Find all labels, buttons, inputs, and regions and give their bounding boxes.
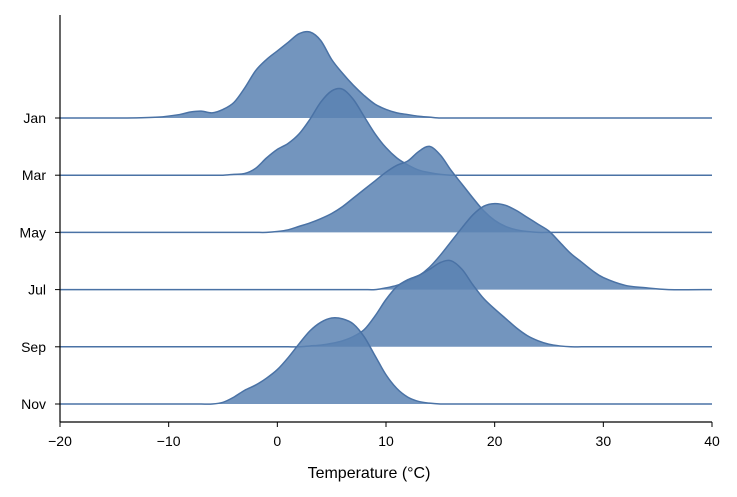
x-tick-label: 10 [378, 433, 394, 449]
ridge-mar [60, 87, 712, 177]
ridge-line-sep [60, 259, 712, 348]
x-tick-label: 40 [704, 433, 720, 449]
y-tick-label-sep: Sep [21, 339, 46, 355]
ridge-line-jul [60, 202, 713, 291]
ridge-area-jan [60, 31, 712, 119]
ridge-may [60, 145, 712, 234]
ridge-area-sep [60, 260, 712, 347]
ridge-area-nov [60, 317, 712, 405]
y-tick-label-nov: Nov [21, 396, 46, 412]
ridge-line-nov [59, 317, 712, 405]
ridge-jul [60, 202, 713, 291]
x-tick-label: −10 [157, 433, 181, 449]
ridge-line-mar [60, 87, 712, 177]
ridge-line-jan [59, 30, 712, 119]
y-tick-label-mar: Mar [22, 167, 46, 183]
ridge-sep [60, 259, 712, 348]
ridge-jan [59, 30, 712, 119]
ridge-area-mar [60, 88, 712, 176]
ridges-group [59, 30, 713, 405]
axes-group: Jan Mar May Jul Sep Nov −20 −10 0 10 20 30 40 [20, 15, 720, 449]
y-tick-label-jan: Jan [23, 110, 46, 126]
ridge-area-may [60, 146, 712, 233]
y-tick-label-jul: Jul [28, 282, 46, 298]
ridge-nov [59, 317, 712, 405]
x-tick-label: 20 [487, 433, 503, 449]
ridge-area-jul [60, 203, 712, 290]
y-tick-label-may: May [20, 224, 46, 240]
x-tick-label: −20 [48, 433, 72, 449]
ridge-line-may [60, 145, 712, 234]
x-tick-label: 30 [596, 433, 612, 449]
x-tick-label: 0 [273, 433, 281, 449]
x-axis-title: Temperature (°C) [308, 465, 431, 482]
